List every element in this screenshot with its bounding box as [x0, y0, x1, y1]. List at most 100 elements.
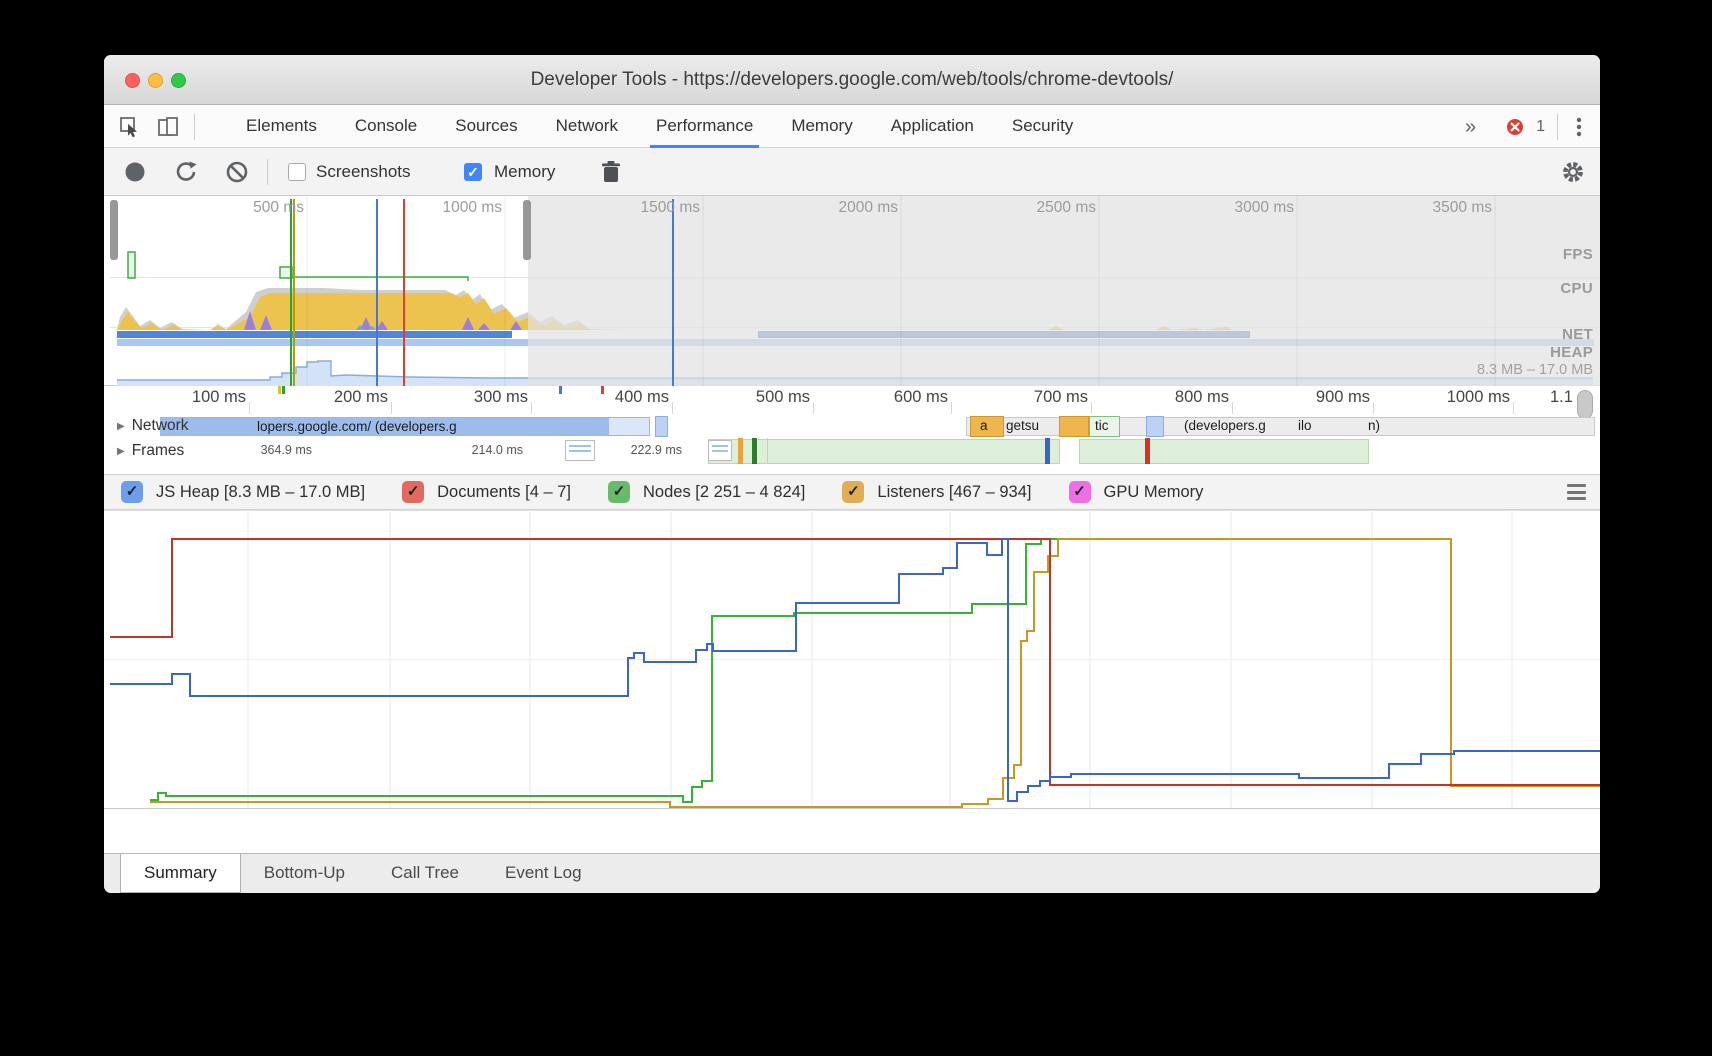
frame-screenshot-thumbnail[interactable] [565, 440, 595, 461]
drawer-tab-bottom-up[interactable]: Bottom-Up [263, 863, 345, 882]
frame-block[interactable] [1079, 439, 1369, 464]
disclosure-triangle-icon[interactable]: ▶ [117, 420, 125, 432]
minimize-window-button[interactable] [148, 73, 163, 88]
legend-label: Nodes [2 251 – 4 824] [643, 482, 806, 501]
garbage-collect-button[interactable] [600, 148, 622, 196]
network-request-bar[interactable] [966, 417, 1595, 436]
ruler-tick [1091, 402, 1092, 414]
legend-item-nodes[interactable]: ✓ Nodes [2 251 – 4 824] [608, 481, 805, 503]
error-badge-icon[interactable] [1506, 118, 1524, 136]
zoom-window-button[interactable] [171, 73, 186, 88]
reload-and-record-button[interactable] [174, 148, 198, 196]
selection-left-handle[interactable] [110, 200, 118, 260]
legend-item-gpu[interactable]: ✓ GPU Memory [1068, 481, 1203, 503]
legend-checkbox[interactable]: ✓ [402, 481, 425, 503]
record-button[interactable] [124, 148, 146, 196]
legend-checkbox[interactable]: ✓ [1068, 481, 1091, 503]
tab-performance[interactable]: Performance [649, 105, 760, 148]
overview-time-label: 3500 ms [1432, 199, 1492, 216]
tab-application[interactable]: Application [890, 116, 974, 135]
load-marker [1145, 438, 1150, 464]
legend-item-js[interactable]: ✓ JS Heap [8.3 MB – 17.0 MB] [121, 481, 365, 503]
overview-row-label-fps: FPS [1562, 246, 1593, 263]
drawer-tab-bar: Summary Bottom-Up Call Tree Event Log [104, 853, 1600, 893]
ruler-event-marker [278, 386, 281, 394]
legend-item-listeners[interactable]: ✓ Listeners [467 – 934] [842, 481, 1032, 503]
close-window-button[interactable] [125, 73, 140, 88]
network-request-chip[interactable] [1089, 416, 1120, 437]
disclosure-triangle-icon[interactable]: ▶ [117, 445, 125, 457]
counter-line-js-heap [110, 538, 1600, 802]
ruler-tick [531, 402, 532, 414]
legend-checkbox[interactable]: ✓ [608, 481, 631, 503]
load-marker [752, 438, 757, 464]
ruler-label: 400 ms [614, 388, 669, 406]
clear-recording-button[interactable] [225, 148, 249, 196]
window-title: Developer Tools - https://developers.goo… [530, 69, 1174, 90]
kebab-menu-icon[interactable] [1570, 115, 1588, 139]
active-tab-underline [649, 145, 760, 148]
tab-console[interactable]: Console [354, 116, 418, 135]
selection-right-handle[interactable] [523, 200, 531, 260]
legend-menu-icon[interactable] [1567, 484, 1586, 500]
vertical-scrollbar-thumb[interactable] [1577, 390, 1593, 419]
frame-duration-label: 214.0 ms [471, 443, 523, 457]
tab-memory[interactable]: Memory [791, 116, 853, 135]
memory-label: Memory [494, 162, 556, 181]
ruler-tick [672, 402, 673, 414]
network-url-fragment: tic [1095, 418, 1109, 433]
overview-time-label: 1000 ms [442, 199, 502, 216]
network-url-fragment: getsu [1006, 418, 1040, 433]
frame-screenshot-thumbnail[interactable] [708, 440, 732, 461]
legend-item-documents[interactable]: ✓ Documents [4 – 7] [402, 481, 571, 503]
network-request-bar[interactable]: lopers.google.com/ (developers.g [160, 417, 650, 436]
drawer-tab-event-log[interactable]: Event Log [505, 863, 582, 882]
device-toolbar-icon[interactable] [156, 115, 180, 139]
toolbar-separator [194, 113, 195, 140]
screenshots-checkbox[interactable] [288, 148, 306, 196]
ruler-tick [1513, 402, 1514, 414]
overview-heap-range: 8.3 MB – 17.0 MB [1476, 362, 1593, 378]
ruler-label: 900 ms [1315, 388, 1370, 406]
network-url-fragment: n) [1368, 418, 1381, 433]
overview-time-label: 2000 ms [838, 199, 898, 216]
network-request-chip[interactable] [1059, 416, 1089, 437]
toolbar-separator [1557, 113, 1558, 140]
title-bar[interactable]: Developer Tools - https://developers.goo… [104, 55, 1600, 105]
ruler-label: 800 ms [1174, 388, 1229, 406]
drawer-tab-call-tree[interactable]: Call Tree [390, 863, 460, 882]
timeline-overview[interactable]: 500 ms 1000 ms 1500 ms 2000 ms 2500 ms 3000 m… [104, 196, 1600, 386]
memory-checkbox[interactable]: ✓ [464, 148, 482, 196]
tab-security[interactable]: Security [1011, 116, 1074, 135]
legend-checkbox[interactable]: ✓ [121, 481, 143, 503]
ruler-event-marker [559, 386, 562, 394]
tab-sources[interactable]: Sources [455, 116, 518, 135]
error-count[interactable]: 1 [1536, 117, 1545, 135]
thumbnail-content [569, 445, 591, 454]
ruler-label: 100 ms [191, 388, 246, 406]
overview-row-label-cpu: CPU [1560, 280, 1593, 297]
ruler-tick [249, 402, 250, 414]
tab-network[interactable]: Network [555, 116, 618, 135]
network-track-label[interactable]: ▶ Network [117, 417, 189, 435]
frames-track-label[interactable]: ▶ Frames [117, 442, 184, 460]
capture-settings-gear-icon[interactable] [1560, 148, 1586, 196]
drawer-tab-summary[interactable]: Summary [120, 854, 241, 893]
frame-block[interactable] [708, 439, 1060, 464]
overview-row-label-heap: HEAP [1550, 344, 1593, 361]
inspect-element-icon[interactable] [118, 115, 142, 139]
ruler-label: 1000 ms [1446, 388, 1510, 406]
tab-elements[interactable]: Elements [246, 116, 317, 135]
toolbar-separator [267, 148, 268, 196]
ruler-event-marker [282, 386, 285, 394]
ruler-tick [1232, 402, 1233, 414]
more-tabs-chevron[interactable]: » [1464, 115, 1477, 138]
network-request-chip[interactable] [970, 416, 1004, 437]
ruler-tick [951, 402, 952, 414]
network-request-chip[interactable] [655, 416, 668, 437]
network-request-chip[interactable] [1146, 416, 1164, 437]
hamburger-line [1567, 497, 1586, 500]
ruler-event-marker [601, 386, 604, 394]
overview-time-label: 2500 ms [1036, 199, 1096, 216]
legend-checkbox[interactable]: ✓ [842, 481, 865, 503]
